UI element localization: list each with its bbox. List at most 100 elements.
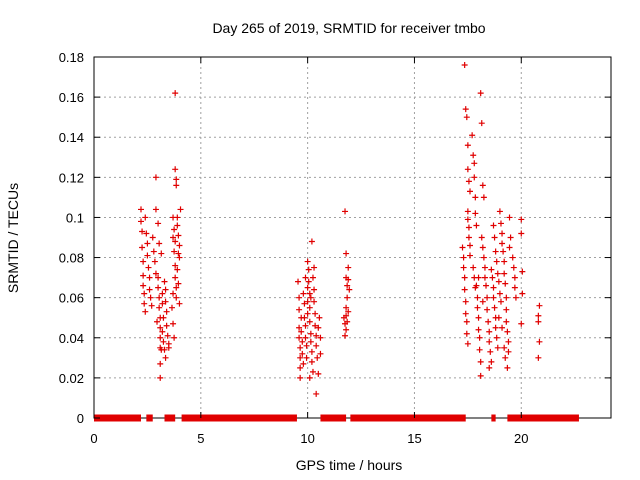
data-point	[483, 282, 490, 289]
data-point	[315, 370, 322, 377]
data-point	[461, 274, 468, 281]
data-point	[299, 338, 306, 345]
data-point	[501, 344, 508, 351]
x-tick-label: 20	[514, 431, 528, 446]
data-point	[505, 348, 512, 355]
data-point	[311, 286, 318, 293]
data-point	[312, 310, 319, 317]
x-tick-label: 5	[197, 431, 204, 446]
data-point	[151, 258, 158, 265]
y-tick-label: 0.08	[59, 251, 84, 266]
data-point	[506, 244, 513, 251]
data-point	[471, 160, 478, 167]
data-point	[475, 314, 482, 321]
data-point	[156, 304, 163, 311]
data-point	[487, 348, 494, 355]
x-tick-label: 0	[90, 431, 97, 446]
data-point	[304, 258, 311, 265]
data-point	[472, 194, 479, 201]
data-point	[306, 374, 313, 381]
data-point	[464, 216, 471, 223]
data-point	[502, 354, 509, 361]
data-point	[317, 334, 324, 341]
data-point	[509, 254, 516, 261]
x-tick-labels: 0 5 10 15 20	[90, 431, 528, 446]
x-tick-label: 10	[300, 431, 314, 446]
data-point	[140, 258, 147, 265]
data-point	[492, 324, 499, 331]
data-point	[313, 332, 320, 339]
data-point	[147, 294, 154, 301]
data-point	[168, 304, 175, 311]
data-point	[459, 244, 466, 251]
data-point	[305, 266, 312, 273]
data-point	[138, 218, 144, 225]
y-tick-label: 0	[77, 411, 84, 426]
data-point	[296, 306, 303, 313]
y-tick-label: 0.18	[59, 50, 84, 65]
data-point	[149, 234, 156, 241]
data-point	[173, 284, 180, 291]
data-point	[499, 324, 506, 331]
data-point	[141, 300, 148, 307]
data-point	[156, 240, 163, 247]
data-point	[510, 264, 517, 271]
data-point	[474, 294, 481, 301]
data-point	[503, 306, 510, 313]
data-point	[464, 340, 471, 347]
data-point	[345, 308, 352, 315]
data-point	[307, 338, 314, 345]
data-point	[304, 284, 311, 291]
data-point	[157, 360, 164, 367]
data-point	[477, 372, 484, 379]
data-point	[491, 234, 498, 241]
data-point	[490, 294, 497, 301]
data-point	[142, 214, 149, 221]
data-point	[486, 364, 493, 371]
data-point	[176, 254, 183, 261]
data-point	[308, 358, 315, 365]
data-point	[471, 174, 478, 181]
data-point	[155, 284, 162, 291]
data-point	[493, 334, 500, 341]
data-point	[308, 348, 315, 355]
data-point	[480, 194, 487, 201]
data-point	[460, 254, 467, 261]
data-point	[313, 390, 320, 397]
data-point	[495, 278, 502, 285]
data-point	[469, 132, 476, 139]
data-point	[345, 264, 352, 271]
data-point	[300, 290, 307, 297]
data-point	[461, 286, 468, 293]
data-point	[311, 298, 318, 305]
data-point	[159, 328, 166, 335]
data-point	[309, 368, 316, 375]
data-point	[465, 234, 472, 241]
data-point	[488, 358, 495, 365]
data-point	[302, 322, 309, 329]
data-point	[506, 214, 513, 221]
data-point	[159, 300, 166, 307]
data-point	[140, 282, 147, 289]
data-point	[460, 264, 467, 271]
y-tick-label: 0.04	[59, 331, 84, 346]
data-point	[518, 216, 525, 223]
data-point	[163, 322, 170, 329]
data-point	[343, 304, 350, 311]
y-axis-label: SRMTID / TECUs	[5, 183, 21, 293]
data-point	[467, 252, 473, 259]
data-point	[173, 182, 180, 189]
data-point	[505, 338, 512, 345]
data-point	[162, 298, 169, 305]
data-point	[172, 166, 179, 173]
data-point	[171, 334, 178, 341]
data-point	[480, 254, 487, 261]
data-point	[467, 188, 473, 195]
y-tick-label: 0.1	[66, 210, 84, 225]
data-point	[302, 334, 309, 341]
data-point	[502, 280, 509, 287]
data-point	[157, 334, 164, 341]
y-tick-label: 0.02	[59, 371, 84, 386]
data-point	[173, 176, 180, 183]
data-point	[303, 354, 310, 361]
